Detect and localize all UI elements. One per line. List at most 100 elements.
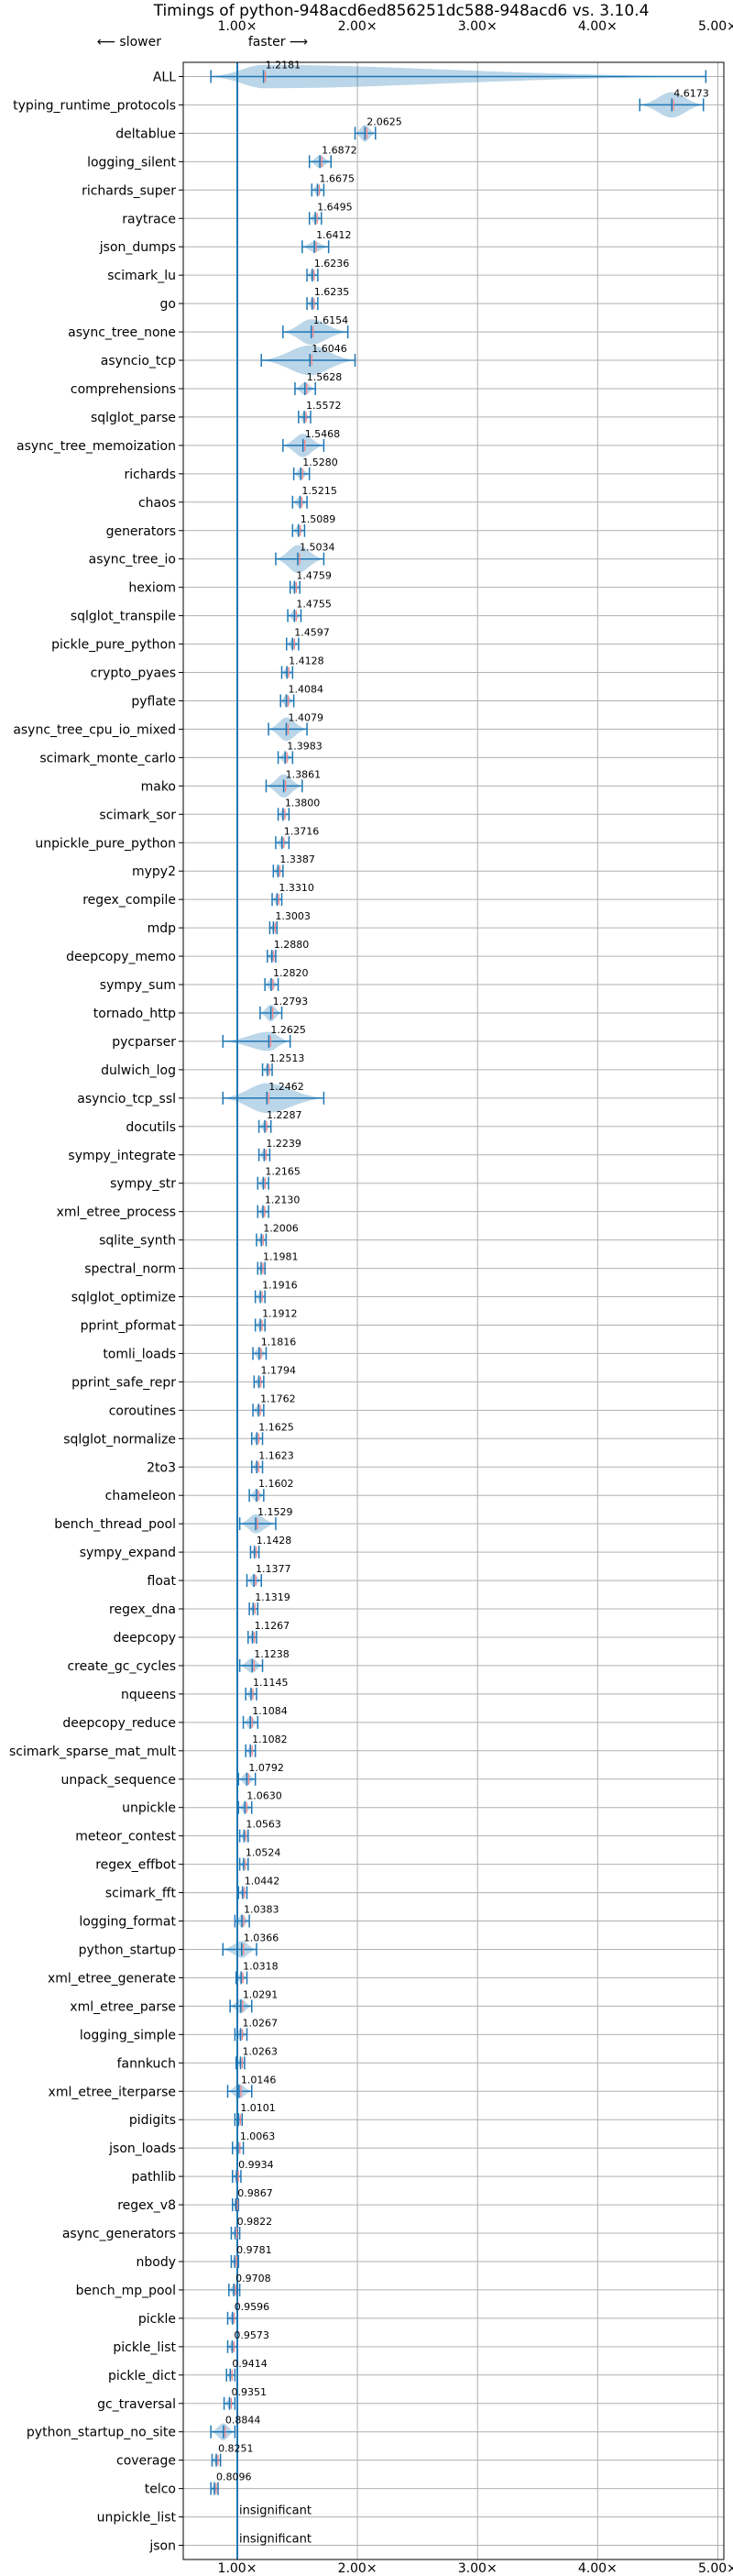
value-label: 1.2462 (268, 1081, 304, 1093)
value-label: 1.2165 (265, 1166, 301, 1178)
violin-nbody: 0.9781 (230, 2244, 272, 2268)
y-tick-label: pprint_safe_repr (71, 1375, 176, 1390)
value-label: 1.1981 (263, 1251, 299, 1263)
value-label: 1.0563 (246, 1819, 281, 1831)
violin-telco: 0.8096 (210, 2471, 252, 2495)
y-tick-label: typing_runtime_protocols (13, 98, 176, 113)
value-label: 1.0318 (243, 1960, 279, 1972)
y-tick-label: pycparser (112, 1035, 176, 1050)
x-tick-label-bottom: 3.00× (458, 2561, 498, 2576)
y-tick-label: deepcopy_memo (66, 950, 176, 964)
y-tick-label: xml_etree_generate (48, 1971, 176, 1986)
value-label: 1.1916 (262, 1280, 298, 1292)
y-tick-label: go (160, 297, 176, 312)
violin-pickle_list: 0.9573 (226, 2329, 269, 2353)
y-tick-label: deepcopy_reduce (62, 1716, 176, 1731)
value-label: 1.1912 (262, 1307, 298, 1319)
violin-sqlglot_optimize: 1.1916 (254, 1280, 298, 1304)
y-tick-label: python_startup (79, 1943, 176, 1957)
value-label: 1.2239 (266, 1138, 301, 1150)
y-tick-label: async_tree_io (89, 553, 176, 567)
x-tick-label-bottom: 4.00× (578, 2561, 618, 2576)
y-tick-label: gc_traversal (97, 2397, 176, 2412)
violin-unpickle_pure_python: 1.3716 (275, 825, 319, 850)
violin-bench_mp_pool: 0.9708 (228, 2273, 271, 2296)
value-label: 1.2287 (267, 1109, 302, 1121)
y-tick-label: sqlglot_transpile (71, 610, 176, 624)
y-tick-label: unpack_sequence (61, 1773, 176, 1788)
violin-generators: 1.5089 (291, 513, 336, 537)
y-tick-label: nqueens (121, 1688, 176, 1702)
value-label: 1.0267 (243, 2017, 279, 2029)
violin-json_dumps: 1.6412 (301, 229, 352, 254)
y-tick-label: create_gc_cycles (67, 1659, 176, 1674)
violin-sympy_sum: 1.2820 (264, 967, 308, 992)
violin-pyflate: 1.4084 (279, 683, 323, 708)
violin-docutils: 1.2287 (257, 1109, 302, 1133)
value-label: 1.0101 (240, 2102, 276, 2114)
y-tick-label: mako (141, 779, 176, 794)
violin-richards: 1.5280 (292, 457, 338, 480)
value-label: 1.5468 (305, 428, 341, 440)
x-tick-label-bottom: 2.00× (338, 2561, 377, 2576)
violin-ALL: 1.2181 (210, 59, 707, 89)
y-tick-label: coroutines (109, 1404, 176, 1418)
y-tick-label: sqlglot_optimize (71, 1291, 176, 1305)
value-label: 1.1267 (255, 1620, 290, 1632)
value-label: 1.4597 (294, 627, 330, 639)
violin-python_startup_no_site: 0.8844 (210, 2415, 260, 2440)
violin-regex_effbot: 1.0524 (238, 1847, 280, 1871)
x-tick-label-top: 2.00× (338, 19, 377, 34)
y-tick-label: sympy_str (110, 1177, 176, 1192)
y-tick-label: ALL (153, 70, 176, 84)
y-tick-label: logging_format (79, 1915, 176, 1930)
value-label: 0.8096 (216, 2471, 252, 2483)
violin-regex_dna: 1.1319 (248, 1591, 290, 1616)
value-label: 0.9414 (232, 2358, 268, 2370)
violin-scimark_fft: 1.0442 (237, 1876, 279, 1899)
value-label: 1.0792 (248, 1762, 284, 1774)
slower-hint: ⟵ slower (97, 35, 161, 50)
value-label: 1.1623 (258, 1449, 294, 1461)
violin-pickle_pure_python: 1.4597 (286, 627, 330, 651)
y-tick-label: sympy_expand (80, 1546, 176, 1560)
value-label: 1.4128 (289, 655, 324, 667)
y-tick-label: meteor_contest (75, 1830, 176, 1844)
violin-json_loads: 1.0063 (232, 2130, 275, 2155)
violin-typing_runtime_protocols: 4.6173 (639, 87, 709, 118)
insignificant-label: insignificant (239, 2533, 312, 2547)
y-tick-label: logging_silent (87, 155, 176, 170)
value-label: 1.5572 (306, 400, 342, 412)
y-tick-label: json (148, 2539, 176, 2554)
violin-bench_thread_pool: 1.1529 (238, 1506, 293, 1534)
y-tick-label: pprint_pformat (81, 1318, 177, 1333)
violin-async_generators: 0.9822 (230, 2216, 272, 2240)
value-label: 1.6872 (322, 144, 357, 156)
violin-crypto_pyaes: 1.4128 (280, 655, 324, 679)
y-tick-label: asyncio_tcp (101, 354, 176, 369)
violin-pprint_pformat: 1.1912 (254, 1307, 298, 1332)
value-label: 1.2181 (266, 59, 301, 71)
y-tick-label: scimark_sor (99, 808, 176, 822)
violin-coverage: 0.8251 (211, 2443, 254, 2467)
y-tick-label: xml_etree_parse (70, 1999, 176, 2014)
y-tick-label: bench_mp_pool (76, 2284, 176, 2298)
value-label: 1.5034 (300, 542, 335, 554)
violin-chaos: 1.5215 (291, 485, 337, 509)
violin-tornado_http: 1.2793 (259, 996, 308, 1022)
value-label: 1.4755 (296, 599, 332, 611)
insignificant-label: insignificant (239, 2504, 312, 2518)
violin-pprint_safe_repr: 1.1794 (253, 1364, 296, 1389)
y-tick-label: tornado_http (93, 1007, 176, 1021)
x-tick-label-bottom: 5.00× (698, 2561, 733, 2576)
value-label: 1.4079 (288, 711, 323, 723)
value-label: 0.8251 (218, 2443, 254, 2455)
y-tick-label: spectral_norm (84, 1262, 176, 1277)
value-label: 1.6236 (314, 258, 350, 270)
violin-xml_etree_process: 1.2130 (257, 1194, 300, 1218)
value-label: 1.5089 (301, 513, 336, 525)
y-tick-label: pickle_list (113, 2340, 176, 2355)
violin-xml_etree_parse: 1.0291 (229, 1988, 278, 2014)
y-tick-label: json_dumps (99, 240, 176, 255)
y-tick-label: xml_etree_iterparse (49, 2085, 176, 2099)
